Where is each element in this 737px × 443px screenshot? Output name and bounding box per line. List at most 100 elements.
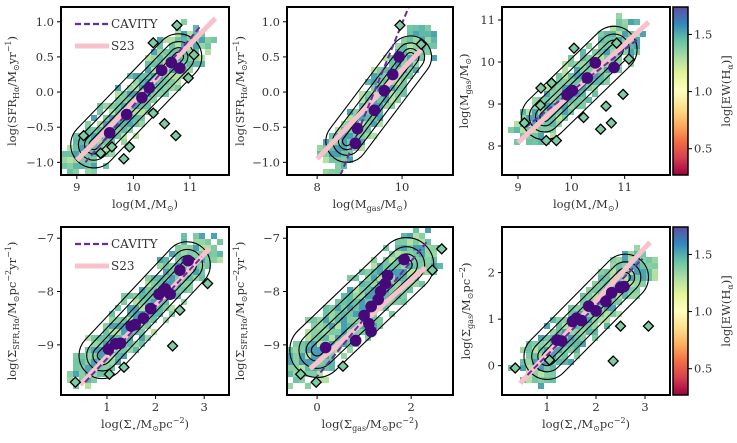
density-cell (187, 55, 193, 61)
density-cell (526, 359, 532, 365)
outlier-diamond (594, 123, 607, 136)
density-cell (347, 299, 353, 305)
density-cell (377, 97, 383, 103)
density-cell (568, 79, 574, 85)
density-cell (359, 103, 365, 109)
density-cell (187, 251, 193, 257)
density-contour (537, 267, 636, 367)
density-cell (532, 133, 538, 139)
density-cell (425, 25, 431, 31)
density-cell (425, 227, 431, 233)
density-cell (97, 109, 103, 115)
density-cell (335, 329, 341, 335)
density-cell (175, 79, 181, 85)
colorbar-tick-label: 0.5 (694, 362, 712, 376)
density-cell (305, 329, 311, 335)
density-cell (538, 335, 544, 341)
label-part: /M (137, 417, 153, 431)
density-cell (652, 275, 658, 281)
density-cell (91, 359, 97, 365)
density-cell (133, 299, 139, 305)
outlier-diamond (623, 53, 635, 65)
density-cell (395, 263, 401, 269)
density-cell (169, 275, 175, 281)
density-cell (311, 317, 317, 323)
density-cell (103, 145, 109, 151)
outlier-diamond (147, 36, 160, 49)
density-cell (634, 287, 640, 293)
outlier-diamond (509, 362, 522, 374)
label-part: −1 (4, 246, 13, 258)
density-cell (85, 151, 91, 157)
y-tick-label: 0.0 (36, 85, 54, 99)
axes-frame (286, 6, 454, 176)
density-cell (335, 323, 341, 329)
density-cell (359, 305, 365, 311)
density-cell (97, 139, 103, 145)
density-cell (538, 139, 544, 145)
density-cell (365, 121, 371, 127)
density-cell (329, 317, 335, 323)
density-cell (175, 251, 181, 257)
s23-fit-line (518, 240, 652, 386)
density-cell (526, 139, 532, 145)
density-cell (347, 317, 353, 323)
binned-median-point (182, 254, 194, 267)
density-cell (205, 43, 211, 49)
density-cell (181, 251, 187, 257)
density-cell (85, 127, 91, 133)
density-cell (133, 329, 139, 335)
density-cell (544, 371, 550, 377)
cavity-fit-line (313, 240, 429, 381)
density-cell (329, 323, 335, 329)
label-part: −1 (232, 40, 241, 52)
density-cell (115, 305, 121, 311)
density-cell (157, 79, 163, 85)
density-cell (628, 49, 634, 55)
y-tick-label: 1 (488, 312, 495, 326)
density-cell (199, 37, 205, 43)
density-cell (353, 275, 359, 281)
outlier-diamond (540, 134, 553, 147)
density-cell (329, 329, 335, 335)
density-contour (531, 261, 642, 373)
binned-median-point (378, 84, 391, 97)
density-cell (103, 139, 109, 145)
binned-median-point (566, 84, 579, 97)
density-cell (431, 257, 437, 263)
label-part: ) (459, 262, 473, 267)
density-cell (199, 233, 205, 239)
density-cell (401, 287, 407, 293)
binned-median-point (144, 302, 157, 315)
density-cell (616, 269, 622, 275)
density-cell (622, 257, 628, 263)
density-cell (556, 115, 562, 121)
density-cell (359, 293, 365, 299)
density-cell (401, 275, 407, 281)
density-cell (187, 67, 193, 73)
density-cell (175, 245, 181, 251)
density-cell (211, 245, 217, 251)
density-cell (413, 25, 419, 31)
density-cell (163, 257, 169, 263)
label-part: log(Σ (5, 350, 19, 381)
density-cell (556, 347, 562, 353)
label-part: /M (5, 71, 19, 87)
density-cell (127, 293, 133, 299)
density-cell (568, 103, 574, 109)
density-cell (538, 109, 544, 115)
density-contour (289, 237, 435, 379)
density-cell (413, 31, 419, 37)
density-cell (431, 31, 437, 37)
density-cell (121, 347, 127, 353)
density-cell (586, 329, 592, 335)
density-cell (347, 115, 353, 121)
density-cell (377, 73, 383, 79)
density-cell (163, 85, 169, 91)
density-cell (640, 31, 646, 37)
density-cell (598, 311, 604, 317)
density-cell (538, 377, 544, 383)
outlier-diamond (77, 129, 90, 142)
y-tick-label: −1.0 (26, 155, 54, 169)
density-cell (395, 251, 401, 257)
